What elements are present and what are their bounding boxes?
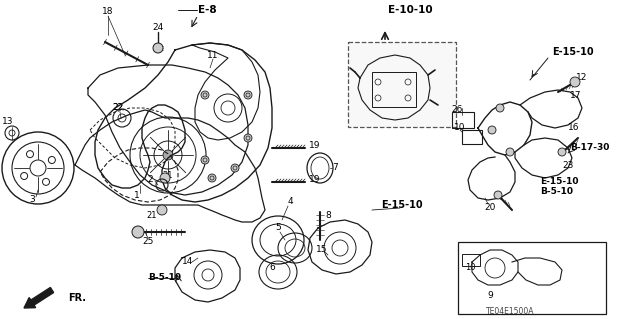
FancyArrow shape xyxy=(24,287,54,308)
Bar xyxy=(458,242,606,314)
Circle shape xyxy=(157,205,167,215)
Circle shape xyxy=(244,134,252,142)
Text: 9: 9 xyxy=(487,292,493,300)
Text: 20: 20 xyxy=(484,204,496,212)
Circle shape xyxy=(244,91,252,99)
Circle shape xyxy=(201,156,209,164)
Text: E-15-10: E-15-10 xyxy=(540,177,579,187)
Circle shape xyxy=(494,191,502,199)
Text: 2: 2 xyxy=(147,175,153,184)
Circle shape xyxy=(496,104,504,112)
Circle shape xyxy=(558,148,566,156)
Text: 16: 16 xyxy=(568,123,580,132)
Text: TE04E1500A: TE04E1500A xyxy=(486,308,534,316)
Text: B-5-10: B-5-10 xyxy=(540,188,573,197)
Text: 3: 3 xyxy=(29,196,35,204)
Text: 8: 8 xyxy=(325,211,331,219)
Text: 24: 24 xyxy=(152,24,164,33)
Text: 5: 5 xyxy=(275,224,281,233)
Circle shape xyxy=(231,164,239,172)
Text: B-5-10: B-5-10 xyxy=(148,273,181,283)
Text: 18: 18 xyxy=(102,8,114,17)
Text: 13: 13 xyxy=(3,117,13,127)
Text: E-15-10: E-15-10 xyxy=(381,200,423,210)
Text: FR.: FR. xyxy=(68,293,86,303)
Text: 11: 11 xyxy=(207,50,219,60)
Text: 22: 22 xyxy=(113,103,124,113)
Circle shape xyxy=(132,226,144,238)
Circle shape xyxy=(160,173,170,183)
Text: 17: 17 xyxy=(570,91,582,100)
Text: E-15-10: E-15-10 xyxy=(552,47,594,57)
Text: 7: 7 xyxy=(332,164,338,173)
Text: 22: 22 xyxy=(113,103,124,113)
Circle shape xyxy=(488,126,496,134)
Text: 10: 10 xyxy=(454,123,466,132)
Bar xyxy=(348,42,456,127)
Bar xyxy=(372,72,416,107)
Circle shape xyxy=(570,77,580,87)
Circle shape xyxy=(153,43,163,53)
Text: 12: 12 xyxy=(576,73,588,83)
Text: 23: 23 xyxy=(563,160,573,169)
Circle shape xyxy=(506,148,514,156)
Text: 15: 15 xyxy=(316,246,328,255)
Text: 4: 4 xyxy=(287,197,293,206)
Text: 10: 10 xyxy=(465,263,476,272)
Circle shape xyxy=(208,174,216,182)
Text: 21: 21 xyxy=(147,211,157,219)
Text: 14: 14 xyxy=(182,257,194,266)
Circle shape xyxy=(163,150,173,160)
Bar xyxy=(462,254,480,266)
Text: E-8: E-8 xyxy=(198,5,216,15)
Bar xyxy=(452,112,474,128)
Text: 19: 19 xyxy=(309,175,321,184)
Text: B-17-30: B-17-30 xyxy=(570,144,609,152)
Text: 19: 19 xyxy=(309,140,321,150)
Bar xyxy=(462,130,482,144)
Circle shape xyxy=(201,91,209,99)
Text: 21: 21 xyxy=(163,170,173,180)
Text: 1: 1 xyxy=(134,190,140,199)
Text: 6: 6 xyxy=(269,263,275,272)
Text: 25: 25 xyxy=(142,238,154,247)
Text: 26: 26 xyxy=(451,106,463,115)
Text: E-10-10: E-10-10 xyxy=(388,5,433,15)
